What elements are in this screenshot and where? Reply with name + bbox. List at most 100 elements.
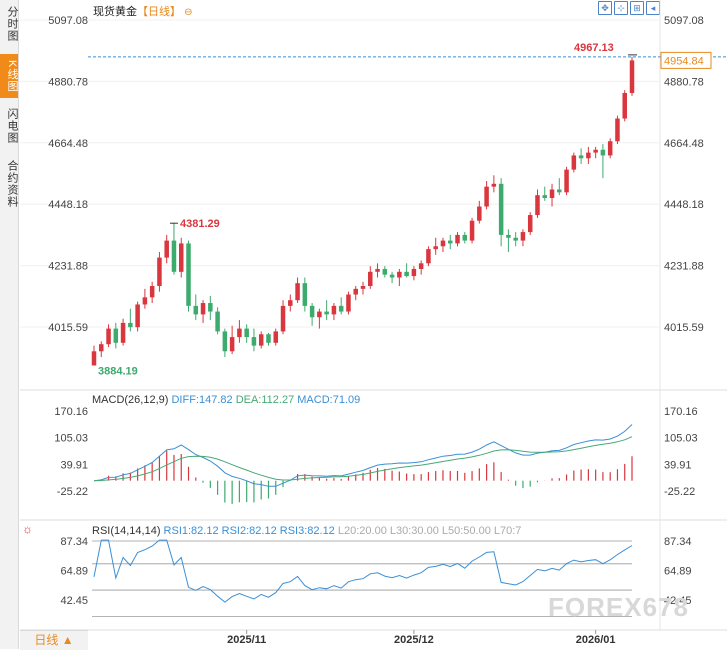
x-tick-label: 2025/12: [394, 634, 434, 646]
candle-body: [426, 249, 431, 264]
tab-timeshare[interactable]: 分时图: [6, 6, 18, 42]
candle-body: [527, 215, 533, 233]
macd-value-label: MACD:71.09: [297, 394, 361, 406]
candle-body: [622, 92, 627, 119]
macd-tick-label-left: 170.16: [54, 406, 88, 418]
candle-body: [477, 206, 482, 221]
back-icon[interactable]: ◂: [646, 1, 660, 15]
peak-price-label: 4381.29: [180, 218, 220, 230]
rsi-tick-label-left: 87.34: [60, 536, 88, 548]
candle-body: [360, 286, 366, 289]
candle-body: [288, 300, 293, 306]
rsi-tick-label-left: 42.45: [60, 595, 88, 607]
candle-body: [593, 149, 598, 153]
candle-body: [258, 334, 264, 346]
rsi-tick-label-left: 64.89: [60, 566, 88, 578]
price-tick-label: 4231.88: [664, 261, 704, 273]
price-tick-label-left: 4880.78: [48, 76, 88, 88]
dea-line: [93, 436, 633, 482]
candle-body: [389, 274, 395, 278]
price-tick-label: 5097.08: [664, 15, 704, 27]
candle-body: [200, 303, 206, 315]
tab-kline[interactable]: K线图: [0, 54, 18, 98]
candle-body: [324, 311, 329, 315]
candle-body: [331, 305, 337, 315]
rsi1-label: RSI1:82.12: [163, 525, 219, 537]
price-tick-label-left: 4231.88: [48, 261, 88, 273]
macd-tick-label-left: -25.22: [57, 486, 88, 498]
candle-body: [237, 328, 242, 338]
candle-body: [99, 344, 104, 352]
price-tick-label: 4015.59: [664, 322, 704, 334]
candle-body: [178, 243, 184, 272]
candle-body: [338, 305, 344, 312]
period-label[interactable]: 【日线】: [137, 6, 181, 18]
candle-body: [491, 183, 497, 187]
l50-label: L50:50.00: [441, 525, 491, 537]
candle-body: [193, 305, 199, 315]
candle-body: [266, 334, 271, 343]
candle-body: [629, 60, 635, 93]
macd-panel: 170.16 170.16 105.03 105.03 39.91 39.91 -25.22…: [54, 406, 698, 504]
candle-body: [600, 149, 606, 156]
tab-flash[interactable]: 闪电图: [6, 108, 18, 144]
rsi-legend: RSI(14,14,14) RSI1:82.12 RSI2:82.12 RSI3…: [92, 525, 521, 537]
candle-body: [273, 331, 279, 343]
settings-icon[interactable]: ⊖: [184, 7, 193, 18]
rsi-tick-label: 64.89: [664, 566, 692, 578]
l20-label: L20:20.00: [337, 525, 387, 537]
candle-body: [215, 311, 220, 332]
candle-body: [317, 311, 322, 318]
crosshair-icon[interactable]: ⊹: [614, 1, 628, 15]
macd-tick-label: 39.91: [664, 459, 692, 471]
tab-contract-info[interactable]: 合约资料: [6, 160, 18, 208]
candle-body: [157, 257, 162, 287]
l70-label: L70:7: [493, 525, 522, 537]
candle-body: [222, 331, 228, 352]
candle-body: [128, 322, 133, 328]
current-price-tag: 4954.84: [664, 55, 704, 67]
candle-body: [91, 351, 97, 366]
x-tick-label: 2025/11: [227, 634, 266, 646]
candle-body: [135, 304, 140, 328]
candle-body: [295, 283, 300, 301]
price-tick-label: 4448.18: [664, 199, 704, 211]
candle-body: [309, 305, 315, 318]
chart-header: 现货黄金【日线】 ⊖: [93, 3, 192, 19]
candle-body: [607, 141, 613, 156]
macd-tick-label: -25.22: [664, 486, 695, 498]
candle-body: [368, 271, 373, 287]
l30-label: L30:30.00: [389, 525, 439, 537]
candle-body: [469, 220, 475, 241]
price-tick-label-left: 5097.08: [48, 15, 88, 27]
candle-body: [346, 294, 351, 312]
bottom-period-tab[interactable]: 日线 ▲: [20, 630, 88, 650]
candle-body: [382, 268, 388, 275]
candle-body: [433, 246, 438, 250]
price-tick-label-left: 4664.48: [48, 138, 88, 150]
price-tick-label: 4880.78: [664, 76, 704, 88]
candle-body: [615, 118, 620, 142]
candle-body: [506, 234, 511, 238]
rsi-settings-icon[interactable]: ☼: [22, 522, 33, 536]
watermark: FOREX678: [548, 592, 689, 622]
expand-icon[interactable]: ✥: [598, 1, 612, 15]
candle-body: [229, 337, 235, 352]
candle-body: [149, 286, 155, 298]
candle-body: [244, 328, 249, 338]
candle-body: [542, 195, 548, 199]
candle-body: [484, 186, 489, 207]
zoom-in-icon[interactable]: ⊞: [630, 1, 644, 15]
candle-body: [440, 240, 446, 247]
candle-body: [520, 232, 526, 241]
price-tick-label-left: 4015.59: [48, 322, 88, 334]
macd-tick-label: 105.03: [664, 433, 698, 445]
candle-body: [578, 155, 584, 159]
candle-body: [549, 189, 555, 199]
candle-body: [106, 328, 111, 345]
candle-body: [397, 271, 402, 278]
candle-body: [251, 337, 257, 346]
macd-title: MACD(26,12,9): [92, 394, 169, 406]
low-price-label: 3884.19: [98, 365, 138, 377]
